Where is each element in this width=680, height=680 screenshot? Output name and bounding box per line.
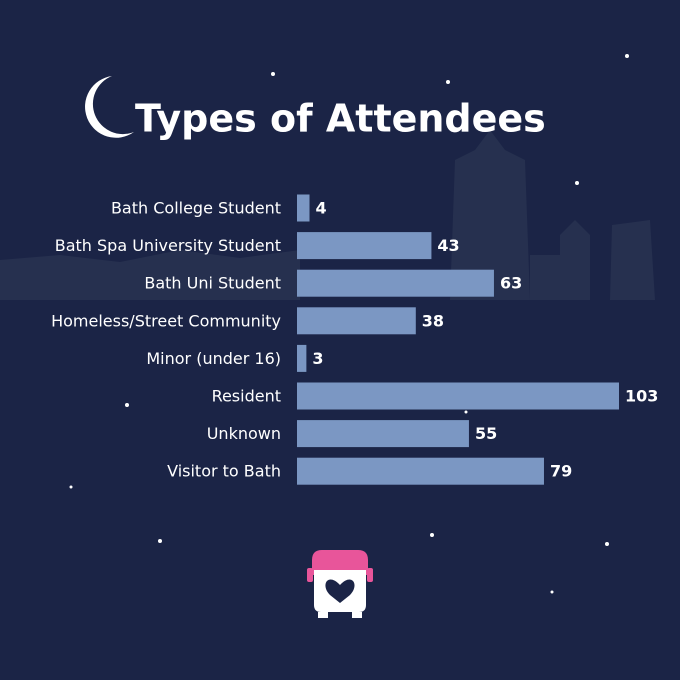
value-label: 38 (422, 311, 444, 330)
bus-icon (307, 550, 373, 618)
category-label: Unknown (207, 424, 281, 443)
bar (297, 382, 619, 410)
bar (297, 457, 544, 485)
value-label: 103 (625, 387, 658, 406)
value-label: 3 (312, 349, 323, 368)
bar (297, 232, 432, 260)
value-label: 43 (437, 236, 459, 255)
category-label: Homeless/Street Community (51, 311, 281, 330)
chart-title: Types of Attendees (135, 97, 546, 141)
skyline (0, 130, 655, 300)
category-label: Minor (under 16) (146, 349, 281, 368)
bar (297, 344, 307, 372)
category-label: Bath Spa University Student (55, 236, 281, 255)
bar (297, 194, 310, 222)
value-label: 4 (316, 199, 327, 218)
category-label: Bath Uni Student (144, 274, 281, 293)
bar (297, 269, 494, 297)
category-label: Resident (212, 387, 281, 406)
category-label: Bath College Student (111, 199, 281, 218)
value-label: 79 (550, 462, 572, 481)
value-label: 63 (500, 274, 522, 293)
stars (69, 54, 629, 594)
moon-icon (85, 76, 134, 138)
value-label: 55 (475, 424, 497, 443)
bar (297, 420, 469, 448)
bar (297, 307, 416, 335)
category-label: Visitor to Bath (167, 462, 281, 481)
